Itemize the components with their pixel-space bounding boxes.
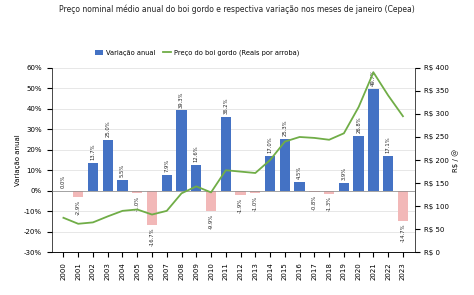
Bar <box>191 165 201 191</box>
Text: -14.7%: -14.7% <box>401 224 405 242</box>
Text: -9.9%: -9.9% <box>209 214 214 229</box>
Text: 49.7%: 49.7% <box>371 70 376 86</box>
Bar <box>368 89 379 191</box>
Y-axis label: R$ / @: R$ / @ <box>452 148 459 172</box>
Bar <box>294 182 305 191</box>
Text: 25.0%: 25.0% <box>105 120 110 137</box>
Text: 39.3%: 39.3% <box>179 91 184 108</box>
Bar <box>117 180 128 191</box>
Text: 0.0%: 0.0% <box>61 175 66 188</box>
Text: -1.0%: -1.0% <box>253 196 258 211</box>
Text: 36.2%: 36.2% <box>223 97 228 114</box>
Bar <box>206 191 216 211</box>
Bar <box>324 191 334 194</box>
Y-axis label: Variação anual: Variação anual <box>15 134 21 186</box>
Text: -1.0%: -1.0% <box>135 196 140 211</box>
Bar <box>280 139 290 191</box>
Legend: Variação anual, Preço do boi gordo (Reais por arroba): Variação anual, Preço do boi gordo (Reai… <box>92 47 301 59</box>
Text: 13.7%: 13.7% <box>91 144 95 160</box>
Text: -2.9%: -2.9% <box>76 199 81 214</box>
Text: 4.5%: 4.5% <box>297 166 302 179</box>
Text: 17.1%: 17.1% <box>386 137 391 153</box>
Text: 25.3%: 25.3% <box>283 120 287 136</box>
Bar <box>354 136 364 191</box>
Text: 12.6%: 12.6% <box>194 146 199 162</box>
Text: 7.9%: 7.9% <box>164 159 169 172</box>
Bar <box>383 156 393 191</box>
Text: 5.5%: 5.5% <box>120 164 125 177</box>
Bar <box>132 191 142 193</box>
Text: 3.9%: 3.9% <box>341 167 346 180</box>
Bar <box>250 191 261 193</box>
Bar <box>73 191 83 197</box>
Text: Preço nominal médio anual do boi gordo e respectiva variação nos meses de janeir: Preço nominal médio anual do boi gordo e… <box>59 4 415 14</box>
Text: -0.8%: -0.8% <box>312 195 317 210</box>
Bar <box>162 175 172 191</box>
Text: -16.7%: -16.7% <box>149 228 155 246</box>
Bar <box>220 117 231 191</box>
Text: 17.0%: 17.0% <box>268 137 273 153</box>
Bar <box>398 191 408 221</box>
Bar <box>265 156 275 191</box>
Bar <box>176 110 187 191</box>
Bar <box>236 191 246 195</box>
Bar <box>102 140 113 191</box>
Text: 26.8%: 26.8% <box>356 117 361 133</box>
Bar <box>339 183 349 191</box>
Bar <box>88 163 98 191</box>
Text: -1.3%: -1.3% <box>327 196 332 211</box>
Bar <box>309 191 319 193</box>
Bar <box>147 191 157 225</box>
Text: -1.9%: -1.9% <box>238 197 243 212</box>
